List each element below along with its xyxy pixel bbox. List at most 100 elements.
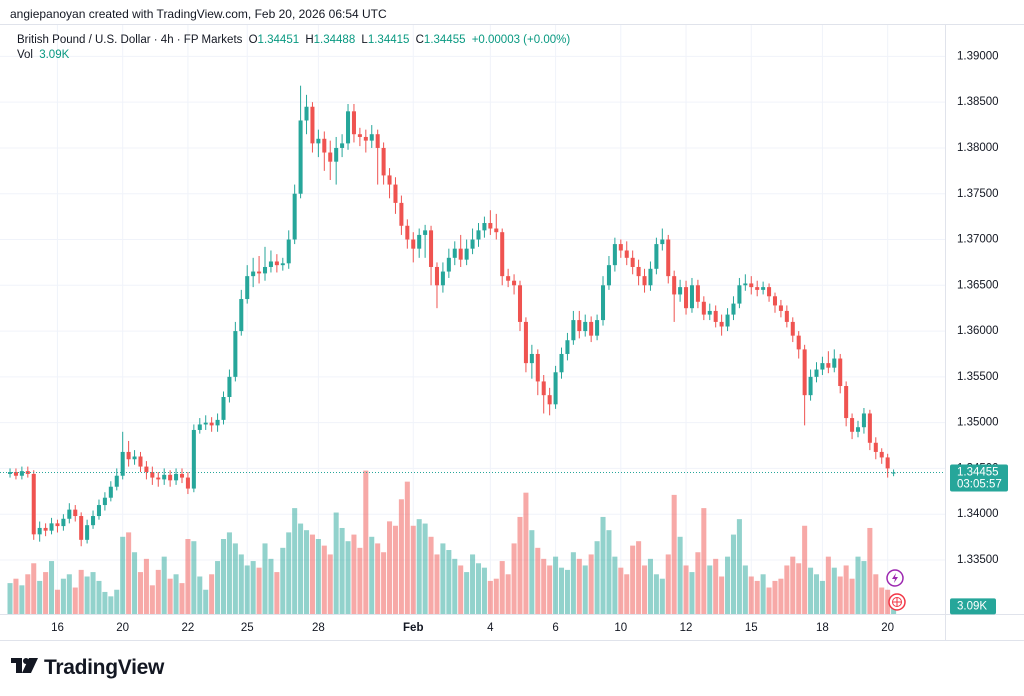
- volume-bar: [689, 572, 695, 614]
- volume-bar: [701, 508, 707, 614]
- candle-body: [233, 331, 238, 377]
- candle-body: [672, 276, 677, 295]
- volume-bar: [333, 512, 339, 614]
- volume-bar: [855, 556, 861, 614]
- candle-body: [168, 474, 173, 481]
- candle-body: [458, 248, 463, 260]
- volume-bar: [505, 574, 511, 614]
- volume-bar: [398, 499, 404, 614]
- x-tick-label: 4: [487, 622, 494, 634]
- y-tick-label: 1.34000: [957, 508, 999, 520]
- candle-body: [67, 509, 72, 519]
- volume-bar: [7, 583, 13, 614]
- candle-body: [767, 287, 772, 297]
- candle-body: [334, 147, 339, 162]
- volume-bar: [481, 567, 487, 614]
- volume-bar: [37, 580, 43, 614]
- candle-body: [719, 321, 724, 327]
- candle-body: [156, 477, 161, 480]
- volume-bar: [72, 587, 78, 614]
- candle-body: [583, 321, 588, 332]
- brand-name: TradingView: [44, 656, 165, 679]
- candle-body: [464, 248, 469, 260]
- candle-body: [808, 376, 813, 396]
- volume-bar: [730, 534, 736, 614]
- volume-bar: [695, 552, 701, 614]
- volume-bar: [671, 494, 677, 614]
- y-tick-label: 1.38000: [957, 142, 999, 154]
- candle-body: [873, 442, 878, 452]
- volume-bar: [742, 565, 748, 614]
- candle-body: [867, 413, 872, 443]
- candle-body: [512, 280, 517, 286]
- candle-body: [559, 353, 564, 373]
- x-tick-label: Feb: [403, 622, 423, 634]
- volume-title: Vol: [17, 49, 33, 61]
- volume-bar: [499, 561, 505, 614]
- candle-body: [476, 230, 481, 240]
- volume-bar: [292, 508, 298, 614]
- volume-bar: [873, 574, 879, 614]
- volume-bar: [197, 576, 203, 614]
- alert-icon[interactable]: [886, 569, 904, 587]
- x-tick-label: 20: [881, 622, 894, 634]
- volume-bar: [410, 525, 416, 614]
- volume-bar: [665, 554, 671, 614]
- volume-bar: [161, 556, 167, 614]
- countdown-label: 03:05:57: [957, 479, 1002, 491]
- events-icon[interactable]: [888, 593, 906, 611]
- candle-body: [144, 466, 149, 473]
- ohlc-key: C: [415, 34, 424, 46]
- volume-bar: [653, 574, 659, 614]
- candle-body: [796, 335, 801, 350]
- x-tick-label: 10: [614, 622, 627, 634]
- volume-bar: [754, 580, 760, 614]
- volume-bar: [719, 576, 725, 614]
- candle-body: [814, 369, 819, 377]
- candle-body: [79, 516, 84, 540]
- volume-bar: [470, 554, 476, 614]
- volume-bar: [404, 481, 410, 614]
- candle-body: [660, 239, 665, 245]
- candle-body: [328, 152, 333, 162]
- y-tick-label: 1.35500: [957, 371, 999, 383]
- candle-body: [553, 372, 558, 405]
- candle-body: [713, 310, 718, 322]
- candle-body: [434, 266, 439, 286]
- ohlc-key: L: [361, 34, 368, 46]
- volume-bar: [725, 556, 731, 614]
- volume-bar: [748, 576, 754, 614]
- candle-body: [506, 276, 511, 281]
- candle-body: [316, 138, 321, 144]
- candle-body: [417, 234, 422, 249]
- candle-body: [802, 349, 807, 396]
- volume-bar: [298, 523, 304, 614]
- chart: 1.335001.340001.345001.350001.355001.360…: [0, 24, 1024, 641]
- candle-body: [423, 230, 428, 235]
- candle-body: [612, 244, 617, 266]
- volume-bar: [84, 576, 90, 614]
- y-tick-label: 1.37000: [957, 234, 999, 246]
- candle-body: [91, 516, 96, 526]
- last-volume-label: 3.09K: [957, 600, 987, 612]
- volume-bar: [422, 523, 428, 614]
- candle-body: [399, 202, 404, 226]
- volume-bar: [66, 574, 72, 614]
- candle-body: [689, 285, 694, 309]
- candle-body: [13, 472, 18, 476]
- x-tick-label: 18: [816, 622, 829, 634]
- candle-body: [262, 266, 268, 274]
- volume-bar: [108, 596, 114, 614]
- volume-bar: [244, 565, 250, 614]
- candle-body: [221, 396, 226, 420]
- candle-body: [274, 261, 279, 266]
- candle-body: [517, 285, 523, 322]
- candle-body: [642, 276, 647, 286]
- candle-body: [174, 473, 179, 481]
- candle-body: [488, 223, 493, 229]
- volume-bar: [819, 580, 825, 614]
- volume-bar: [90, 572, 96, 614]
- volume-bar: [707, 565, 713, 614]
- candle-body: [369, 134, 374, 141]
- volume-bar: [173, 574, 179, 614]
